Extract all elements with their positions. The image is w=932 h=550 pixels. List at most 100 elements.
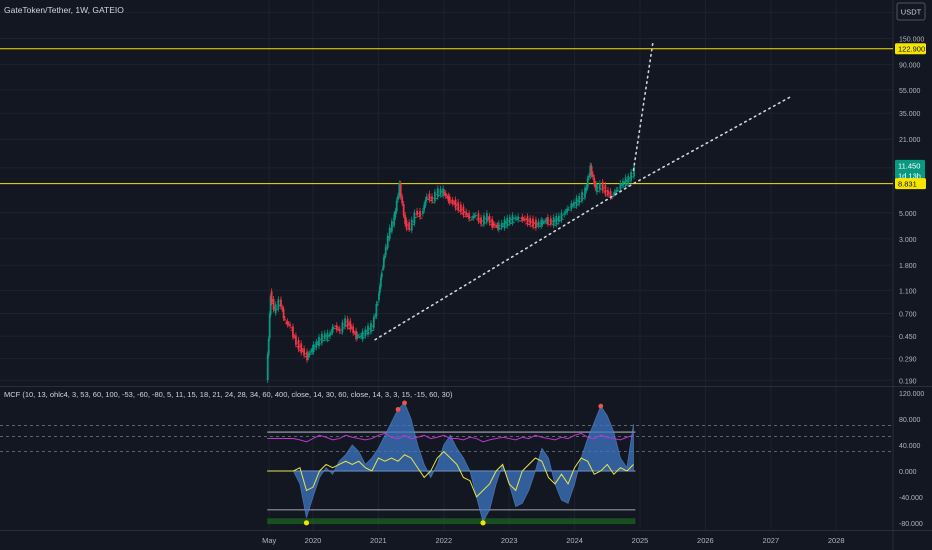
time-axis-ticks: May 2020 2021 2022 2023 2024 2025 2026 2027 2028 — [262, 536, 844, 545]
candle-body — [600, 188, 603, 190]
candle-body — [459, 204, 462, 213]
candle-body — [551, 223, 554, 225]
candle-body — [414, 217, 417, 219]
candle-body — [526, 216, 529, 225]
mcf-oscillator-pane — [0, 400, 893, 526]
candle-body — [374, 316, 377, 318]
candle-body — [495, 226, 498, 228]
candle-body — [622, 180, 624, 187]
candle-body — [286, 321, 289, 325]
candle-body — [333, 327, 335, 329]
candle-body — [554, 224, 556, 226]
price-tick-label-3: 55.000 — [899, 88, 921, 95]
candle-body — [365, 333, 368, 335]
candle-body — [423, 204, 426, 211]
candle-body — [416, 210, 418, 216]
candle-body — [556, 223, 559, 225]
candle-body — [421, 210, 424, 214]
candle-body — [307, 354, 310, 358]
candle-body — [361, 331, 364, 340]
osc-tick-label-4: -40.000 — [899, 495, 923, 502]
currency-button[interactable]: USDT — [896, 2, 926, 21]
candle-body — [628, 180, 631, 182]
candle-body — [440, 195, 443, 197]
candle-body — [510, 222, 513, 224]
candle-body — [454, 199, 457, 209]
currency-button-frame — [896, 2, 926, 21]
candle-body — [413, 212, 416, 224]
indicator-label[interactable]: MCF (10, 13, ohlc4, 3, 53, 60, 100, -53,… — [4, 390, 453, 399]
candle-body — [462, 206, 465, 216]
candle-body — [340, 332, 343, 334]
candle-body — [573, 202, 575, 206]
candle-body — [521, 216, 524, 221]
candle-body — [306, 351, 308, 361]
price-tag-bg — [895, 169, 925, 181]
candle-body — [386, 235, 389, 248]
projection-lines[interactable] — [374, 40, 792, 341]
candle-body — [382, 257, 385, 268]
candle-body — [266, 354, 269, 381]
candle-body — [578, 195, 581, 204]
candle-body — [398, 183, 401, 197]
symbol-title[interactable]: GateToken/Tether, 1W, GATEIO — [4, 5, 124, 15]
price-tick-label-8: 3.000 — [899, 237, 917, 244]
candle-body — [442, 188, 445, 196]
candle-body — [508, 216, 511, 224]
candle-body — [584, 188, 586, 198]
candle-body — [315, 341, 318, 348]
osc-tick-label-3: 0.000 — [899, 469, 917, 476]
candle-body — [576, 204, 579, 206]
candle-body — [269, 296, 272, 315]
candle-body — [608, 195, 611, 197]
candle-body — [338, 328, 341, 332]
candle-body — [472, 215, 475, 219]
candle-body — [590, 166, 593, 175]
candle-body — [417, 215, 420, 217]
price-tag-bg — [895, 43, 926, 55]
osc-oscillator-line — [267, 432, 634, 443]
horizontal-level-lines[interactable] — [0, 48, 893, 185]
price-tag-3: 8.831 — [895, 178, 926, 190]
osc-tick-label-5: -80.000 — [899, 521, 923, 528]
candle-body — [296, 346, 299, 348]
projection-line-1[interactable] — [632, 40, 654, 172]
candle-body — [631, 176, 634, 178]
candle-body — [597, 190, 600, 192]
candle-body — [389, 231, 392, 233]
candle-body — [542, 222, 545, 224]
price-tag-1: 11.450 — [895, 159, 925, 171]
candle-body — [316, 344, 319, 346]
candle-body — [507, 224, 510, 226]
price-tag-bg — [895, 178, 926, 190]
candle-body — [585, 187, 588, 191]
candle-body — [613, 191, 616, 194]
candle-body — [383, 255, 386, 258]
candle-body — [496, 224, 499, 229]
candle-body — [394, 210, 397, 218]
candle-body — [529, 218, 532, 225]
candle-body — [282, 308, 285, 319]
projection-line-0[interactable] — [374, 96, 792, 341]
candle-body — [443, 192, 446, 194]
candle-body — [560, 212, 563, 221]
candle-body — [618, 190, 620, 192]
candle-body — [350, 327, 353, 329]
candle-body — [598, 183, 601, 191]
price-axis-ticks: 250.000150.00090.00055.00035.00021.00012… — [899, 10, 924, 385]
candle-body — [620, 186, 623, 188]
candle-body — [514, 217, 517, 219]
candle-body — [303, 348, 305, 356]
candle-body — [545, 219, 548, 222]
candle-body — [506, 217, 509, 227]
time-tick-label-9: 2028 — [828, 536, 845, 545]
candle-body — [318, 336, 320, 347]
price-tag-text: 11.450 — [898, 161, 920, 170]
candle-body — [319, 343, 322, 345]
candle-body — [450, 202, 453, 204]
candle-body — [610, 198, 613, 200]
candle-body — [344, 318, 346, 327]
candle-body — [325, 339, 327, 341]
candle-body — [420, 217, 423, 219]
